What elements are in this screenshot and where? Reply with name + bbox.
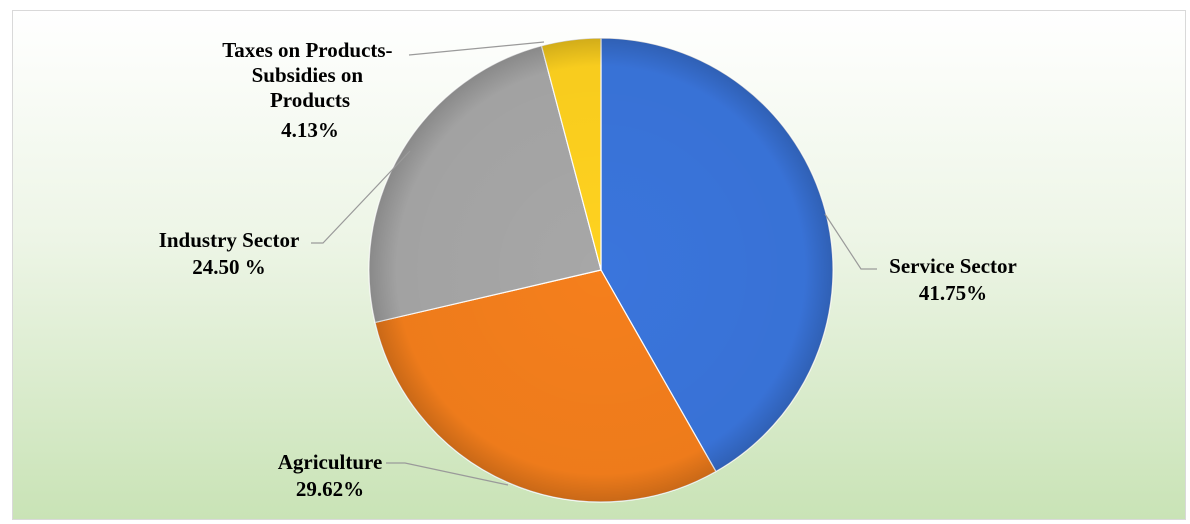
leader-line-service-sector — [824, 213, 877, 270]
label-industry-sector-value: 24.50 % — [192, 255, 266, 279]
label-taxes-value: 4.13% — [281, 118, 339, 142]
label-agriculture-value: 29.62% — [296, 477, 364, 501]
label-agriculture-name: Agriculture — [278, 450, 383, 474]
label-service-sector-name: Service Sector — [889, 254, 1017, 278]
leader-line-taxes — [408, 41, 545, 56]
leader-line-industry-sector — [311, 150, 411, 244]
chart-area: Service Sector 41.75% Agriculture 29.62%… — [12, 10, 1186, 520]
label-industry-sector-name: Industry Sector — [159, 228, 300, 252]
pie-chart: Service Sector 41.75% Agriculture 29.62%… — [159, 37, 1017, 503]
label-service-sector-value: 41.75% — [919, 281, 987, 305]
label-taxes-name: Taxes on Products- Subsidies on Products — [222, 38, 398, 112]
leader-line-agriculture — [386, 462, 509, 486]
